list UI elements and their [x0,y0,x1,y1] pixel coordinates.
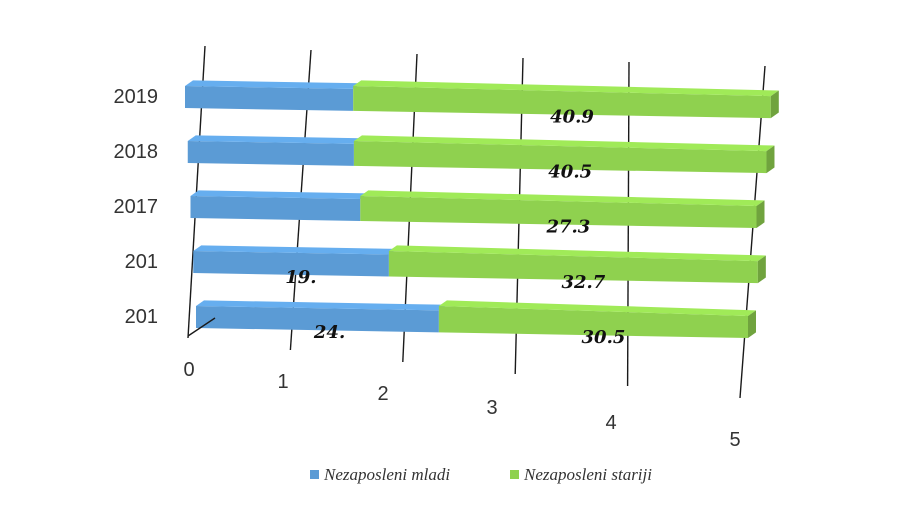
y-tick-label-2: 2017 [114,196,159,218]
y-tick-label-1: 2018 [114,141,159,163]
gridline [739,65,766,399]
bar-end-nezaposleni-stariji-3 [757,255,766,284]
data-label-nezaposleni-mladi-3: 19. [285,267,316,288]
x-tick-label-1: 1 [277,371,288,393]
data-label-nezaposleni-stariji-4: 30.5 [582,327,626,348]
bar-end-nezaposleni-stariji-4 [748,310,756,338]
data-label-nezaposleni-stariji-0: 40.9 [550,107,594,128]
y-tick-label-4: 201 [125,306,158,328]
data-label-nezaposleni-stariji-3: 32.7 [561,272,605,293]
bar-nezaposleni-stariji-201-4 [438,306,748,338]
legend-label-nezaposleni-stariji: Nezaposleni stariji [523,465,652,484]
x-tick-label-0: 0 [183,359,194,381]
bar-top-nezaposleni-stariji-3 [388,245,766,262]
bar-top-nezaposleni-stariji-2 [360,190,765,206]
y-tick-label-0: 2019 [114,86,159,108]
bar-nezaposleni-stariji-2018-1 [353,141,767,174]
bar-nezaposleni-stariji-201-3 [388,251,758,284]
x-tick-label-3: 3 [486,397,497,419]
bar-nezaposleni-mladi-201-4 [196,306,439,333]
bar-end-nezaposleni-stariji-2 [756,200,765,228]
x-tick-label-5: 5 [729,429,740,451]
legend-swatch-nezaposleni-stariji [510,470,519,479]
y-tick-label-3: 201 [125,251,158,273]
axis-floor-edge [187,317,216,337]
x-tick-label-4: 4 [605,412,616,434]
legend-swatch-nezaposleni-mladi [310,470,319,479]
x-tick-label-2: 2 [377,383,388,405]
data-label-nezaposleni-stariji-1: 40.5 [548,162,592,183]
bar-nezaposleni-stariji-2017-2 [360,196,757,228]
bar-top-nezaposleni-mladi-3 [193,245,397,255]
bar-top-nezaposleni-stariji-4 [438,300,756,316]
data-label-nezaposleni-stariji-2: 27.3 [545,217,590,238]
bar-nezaposleni-mladi-2018-1 [187,141,354,166]
data-label-nezaposleni-mladi-4: 24. [313,322,345,343]
bar-end-nezaposleni-stariji-1 [766,145,775,174]
legend-label-nezaposleni-mladi: Nezaposleni mladi [323,465,450,484]
bar-nezaposleni-mladi-2019-0 [185,86,354,111]
bar-top-nezaposleni-stariji-0 [353,80,779,97]
bar-end-nezaposleni-stariji-0 [770,90,779,119]
bar-top-nezaposleni-mladi-0 [185,80,362,89]
bar-nezaposleni-mladi-2017-2 [190,196,361,221]
bar-nezaposleni-mladi-201-3 [193,251,389,277]
bar-top-nezaposleni-mladi-4 [196,300,447,311]
bar-top-nezaposleni-stariji-1 [353,135,775,152]
bar-top-nezaposleni-mladi-2 [190,190,369,199]
bar-top-nezaposleni-mladi-1 [187,135,362,144]
bar-nezaposleni-stariji-2019-0 [353,86,771,119]
